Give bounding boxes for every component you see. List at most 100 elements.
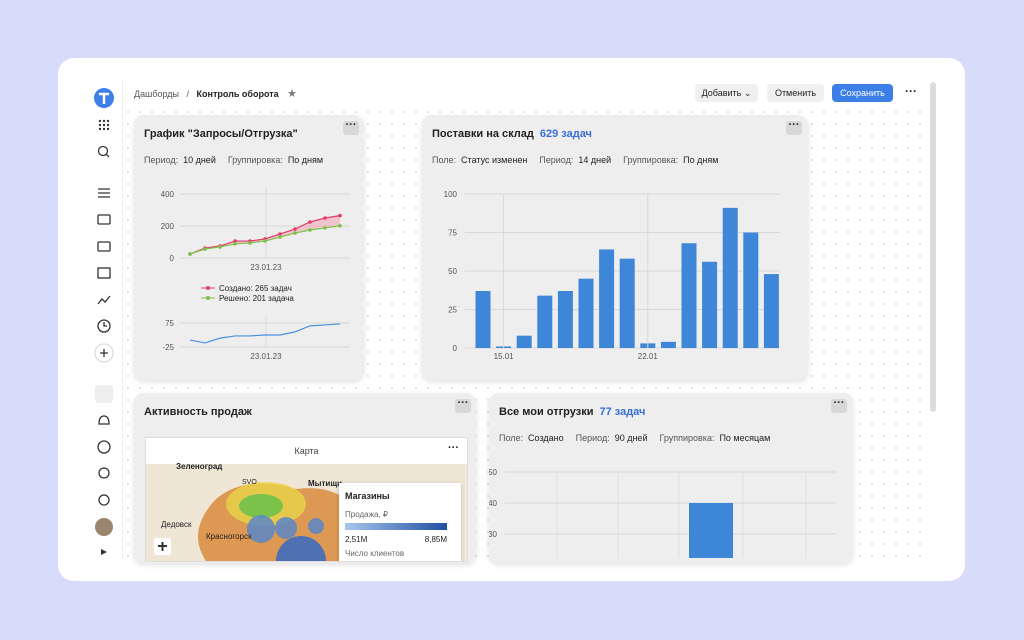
param-value: По дням bbox=[683, 155, 719, 165]
y-tick-label: 100 bbox=[444, 190, 458, 199]
point bbox=[293, 231, 297, 235]
point bbox=[323, 226, 327, 230]
y-tick-label: 0 bbox=[453, 344, 458, 353]
bar bbox=[681, 243, 697, 348]
point bbox=[293, 227, 297, 231]
task-count[interactable]: 77 задач bbox=[599, 406, 646, 418]
add-button[interactable]: Добавить ⌄ bbox=[695, 84, 758, 102]
point bbox=[218, 245, 222, 249]
legend-max: 8,85M bbox=[424, 535, 447, 544]
logo-glyph bbox=[99, 92, 109, 104]
y-tick-label: 50 bbox=[448, 267, 457, 276]
widget-menu[interactable]: ··· bbox=[455, 398, 471, 413]
y-tick-label: 75 bbox=[165, 319, 174, 328]
x-tick-label: 15.01 bbox=[494, 352, 515, 361]
bug-icon[interactable] bbox=[98, 467, 110, 479]
breadcrumb-link[interactable]: Дашборды bbox=[134, 89, 179, 99]
param-label: Поле: bbox=[499, 433, 524, 443]
legend-min: 2,51M bbox=[345, 535, 368, 544]
map-title: Карта bbox=[294, 446, 319, 456]
gap-area bbox=[190, 215, 340, 254]
point bbox=[323, 216, 327, 220]
param-label: Период: bbox=[575, 433, 610, 443]
bar bbox=[599, 249, 615, 348]
breadcrumb-separator: / bbox=[186, 89, 190, 99]
y-tick-label: 30 bbox=[488, 530, 497, 539]
point bbox=[203, 247, 207, 251]
param-value: 14 дней bbox=[578, 155, 612, 165]
legend-dot bbox=[206, 286, 210, 290]
breadcrumb: Дашборды / Контроль оборота ★ bbox=[134, 87, 297, 100]
widget-params: Поле: Создано Период: 90 дней Группировка: По… bbox=[499, 433, 782, 443]
point bbox=[278, 232, 282, 236]
sidebar bbox=[86, 80, 123, 560]
line bbox=[189, 323, 341, 344]
legend-label: Создано: 265 задач bbox=[219, 284, 292, 293]
bar bbox=[475, 291, 491, 348]
folder-icon[interactable] bbox=[97, 214, 111, 225]
chart-icon[interactable] bbox=[97, 295, 111, 305]
breadcrumb-current: Контроль оборота bbox=[196, 89, 279, 99]
bar bbox=[689, 503, 733, 558]
point bbox=[338, 213, 342, 218]
bar bbox=[702, 261, 718, 348]
widget-menu[interactable]: ··· bbox=[343, 120, 359, 135]
sidebar-icons bbox=[94, 88, 114, 555]
legend-dot bbox=[206, 296, 210, 300]
param-value: Статус изменен bbox=[461, 155, 528, 165]
bell-icon[interactable] bbox=[98, 415, 110, 425]
point bbox=[248, 241, 252, 245]
x-tick-label: 23.01.23 bbox=[250, 352, 282, 361]
tasks-icon[interactable] bbox=[98, 188, 110, 198]
legend-size: Число клиентов bbox=[345, 549, 405, 558]
y-tick-label: 200 bbox=[161, 222, 175, 231]
point bbox=[233, 242, 237, 246]
y-tick-label: -25 bbox=[162, 343, 174, 352]
point bbox=[278, 235, 282, 239]
map-place: Красногорск bbox=[206, 532, 252, 541]
param-value: 90 дней bbox=[614, 433, 648, 443]
scrollbar[interactable] bbox=[930, 82, 936, 412]
task-count[interactable]: 629 задач bbox=[539, 128, 592, 140]
y-tick-label: 400 bbox=[161, 190, 175, 199]
bar bbox=[743, 232, 759, 348]
title-text: Все мои отгрузки bbox=[499, 406, 594, 418]
add-icon[interactable] bbox=[94, 343, 114, 363]
bar bbox=[557, 291, 573, 348]
map-panel: Карта ··· Зеленоград SVO Мытищи Дедовск … bbox=[145, 437, 468, 562]
map-legend: Магазины Продажа, ₽ 2,51M 8,85M Число кл… bbox=[339, 483, 461, 561]
param-label: Поле: bbox=[432, 155, 457, 165]
bar bbox=[537, 295, 553, 348]
bar bbox=[619, 258, 635, 348]
point bbox=[188, 252, 192, 256]
help-icon[interactable] bbox=[97, 440, 111, 454]
param-label: Группировка: bbox=[623, 155, 679, 165]
more-button[interactable]: ··· bbox=[905, 84, 917, 98]
widget[interactable] bbox=[489, 393, 853, 563]
param-label: Период: bbox=[144, 155, 179, 165]
apps-icon[interactable] bbox=[98, 119, 110, 131]
map-menu[interactable]: ··· bbox=[448, 442, 459, 454]
save-button[interactable]: Сохранить bbox=[832, 84, 893, 102]
x-tick-label: 22.01 bbox=[638, 352, 659, 361]
layout-icon[interactable] bbox=[97, 267, 111, 279]
search-icon[interactable] bbox=[97, 145, 109, 157]
avatar[interactable] bbox=[95, 518, 113, 536]
widget-menu[interactable]: ··· bbox=[831, 398, 847, 413]
layers-icon[interactable] bbox=[97, 241, 111, 252]
widget-menu[interactable]: ··· bbox=[786, 120, 802, 135]
cancel-button[interactable]: Отменить bbox=[767, 84, 824, 102]
param-value: По месяцам bbox=[719, 433, 771, 443]
y-tick-label: 25 bbox=[448, 306, 457, 315]
history-icon[interactable] bbox=[97, 319, 111, 333]
legend-label: Решено: 201 задача bbox=[219, 294, 294, 303]
expand-icon[interactable] bbox=[101, 549, 107, 555]
settings-icon[interactable] bbox=[98, 494, 110, 506]
bar bbox=[578, 278, 594, 348]
status-icon[interactable] bbox=[95, 385, 113, 403]
favorite-star[interactable]: ★ bbox=[287, 88, 298, 100]
title-text: Поставки на склад bbox=[432, 128, 534, 140]
point bbox=[308, 220, 312, 224]
point bbox=[233, 239, 237, 243]
